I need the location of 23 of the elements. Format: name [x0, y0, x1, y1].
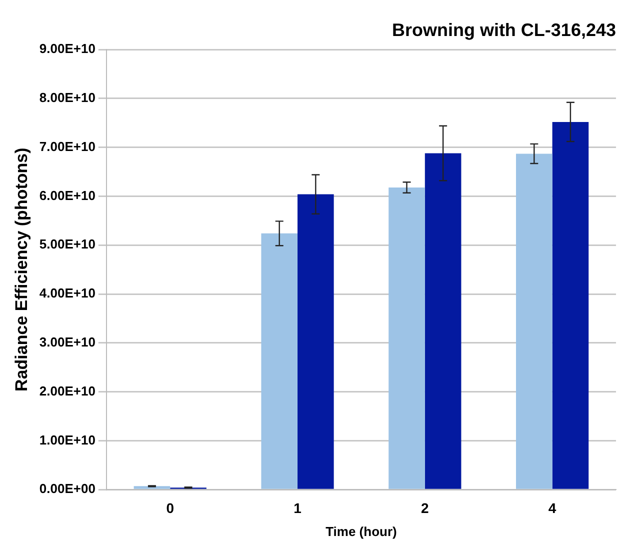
x-axis-title: Time (hour)	[326, 524, 397, 539]
chart-title: Browning with CL-316,243	[392, 20, 616, 40]
y-tick-label: 9.00E+10	[39, 41, 96, 56]
y-tick-label: 5.00E+10	[39, 236, 96, 252]
y-tick-label: 4.00E+10	[39, 286, 96, 301]
y-tick-label: 0.00E+00	[39, 481, 96, 496]
bar	[298, 194, 334, 489]
y-tick-label: 3.00E+10	[39, 334, 96, 350]
bar	[388, 187, 425, 489]
bar	[516, 154, 552, 489]
y-tick-label: 1.00E+10	[39, 432, 96, 448]
x-tick-label: 0	[166, 500, 174, 516]
x-tick-label: 1	[294, 500, 302, 516]
y-axis-title: Radiance Efficiency (photons)	[12, 148, 31, 392]
y-tick-label: 8.00E+10	[39, 90, 96, 106]
y-tick-label: 2.00E+10	[39, 383, 96, 398]
bar	[261, 233, 298, 489]
y-tick-label: 6.00E+10	[39, 188, 96, 203]
y-tick-label: 7.00E+10	[39, 138, 96, 154]
bar	[552, 122, 589, 489]
bar	[424, 153, 462, 489]
x-tick-label: 4	[548, 500, 556, 516]
x-tick-label: 2	[421, 500, 430, 516]
